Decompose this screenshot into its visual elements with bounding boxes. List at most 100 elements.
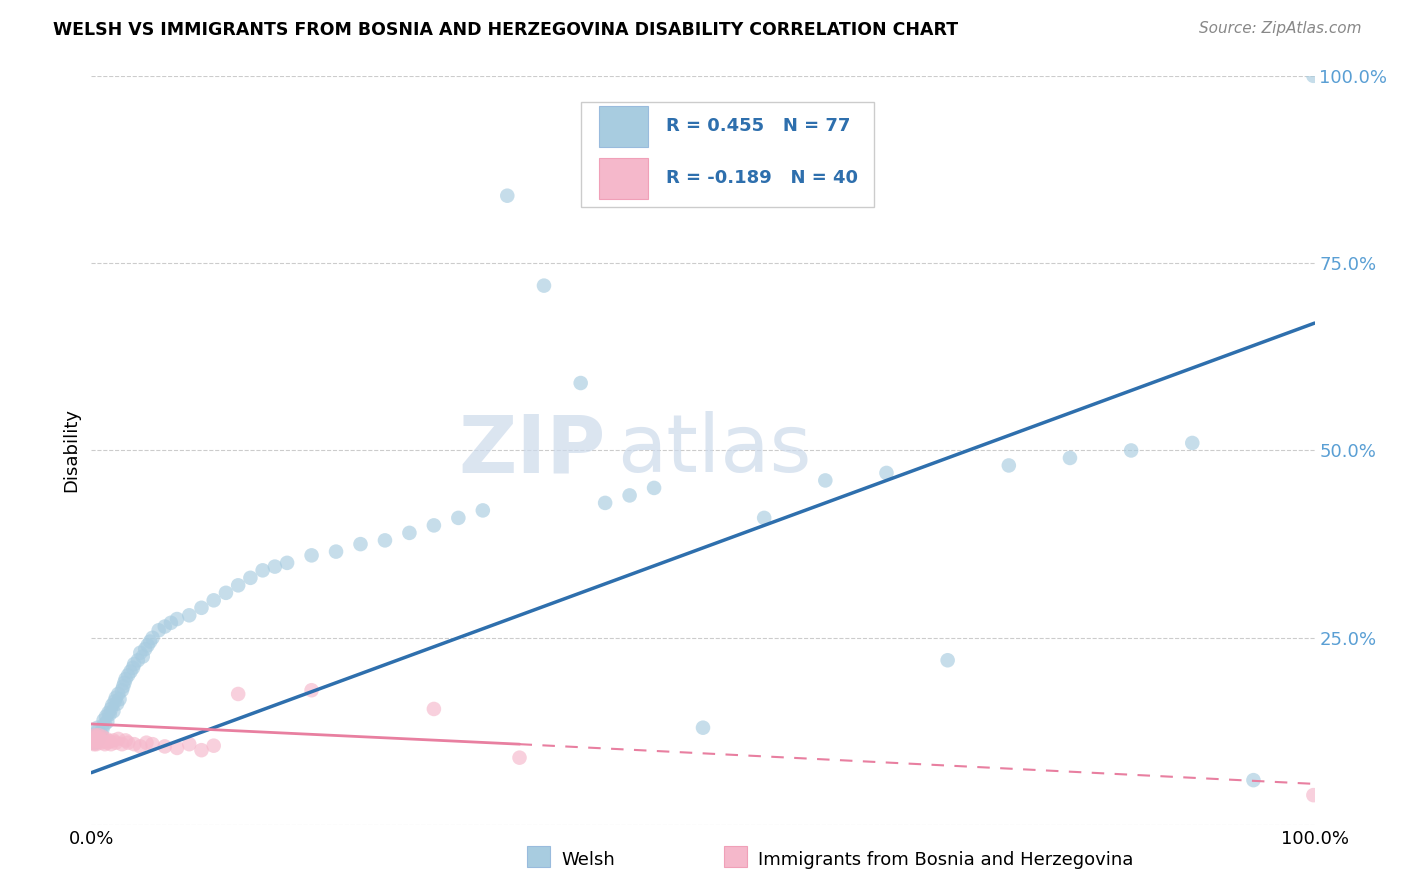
Point xyxy=(112,680,135,694)
Text: Welsh: Welsh xyxy=(561,851,614,869)
FancyBboxPatch shape xyxy=(581,102,875,207)
Point xyxy=(101,698,124,713)
Point xyxy=(127,653,149,667)
Point xyxy=(114,672,136,686)
Point xyxy=(89,730,111,744)
Point xyxy=(619,488,641,502)
Point xyxy=(84,734,107,748)
Point xyxy=(533,278,555,293)
Text: R = 0.455   N = 77: R = 0.455 N = 77 xyxy=(666,117,851,135)
Point xyxy=(1243,773,1265,788)
Point xyxy=(98,707,121,722)
Point xyxy=(129,739,152,754)
Point xyxy=(135,736,157,750)
Point xyxy=(83,731,105,746)
Point xyxy=(202,739,225,753)
Point xyxy=(374,533,396,548)
Point xyxy=(94,731,117,746)
Point xyxy=(86,730,108,744)
Point xyxy=(98,734,121,748)
Point xyxy=(122,661,145,675)
Point xyxy=(93,713,115,727)
Point xyxy=(136,638,159,652)
Point xyxy=(87,728,110,742)
Point xyxy=(90,736,112,750)
Point xyxy=(97,706,120,720)
Y-axis label: Disability: Disability xyxy=(62,409,80,492)
Point xyxy=(100,702,122,716)
Point xyxy=(84,728,107,742)
Point xyxy=(301,683,323,698)
Point xyxy=(1302,788,1324,802)
Point xyxy=(264,559,287,574)
Point xyxy=(239,571,262,585)
Point xyxy=(814,474,837,488)
Point xyxy=(84,737,107,751)
Point xyxy=(100,737,122,751)
Point xyxy=(108,692,131,706)
Point xyxy=(153,739,176,754)
Point xyxy=(1059,450,1081,465)
Point xyxy=(301,549,323,563)
Point xyxy=(83,737,105,751)
Point xyxy=(139,634,162,648)
Point xyxy=(349,537,371,551)
Point xyxy=(84,736,107,750)
Point xyxy=(141,631,163,645)
Point xyxy=(107,687,129,701)
Point xyxy=(593,496,616,510)
Point xyxy=(692,721,714,735)
Text: ZIP: ZIP xyxy=(458,411,605,490)
Point xyxy=(215,586,238,600)
Text: Source: ZipAtlas.com: Source: ZipAtlas.com xyxy=(1198,21,1361,37)
Point xyxy=(120,665,142,679)
Point xyxy=(122,737,145,751)
Point xyxy=(166,740,188,755)
Point xyxy=(190,600,212,615)
Point xyxy=(129,646,152,660)
Point xyxy=(86,724,108,739)
Point xyxy=(90,727,112,741)
Point xyxy=(325,544,347,558)
Point xyxy=(179,608,201,623)
Point xyxy=(114,733,136,747)
Point xyxy=(117,668,139,682)
Point xyxy=(122,657,145,671)
Point xyxy=(447,511,470,525)
Point xyxy=(153,619,176,633)
Text: atlas: atlas xyxy=(617,411,811,490)
Point xyxy=(936,653,959,667)
Point xyxy=(111,683,134,698)
Point xyxy=(96,736,118,750)
Point xyxy=(1181,436,1204,450)
Point xyxy=(1302,69,1324,83)
Point xyxy=(509,750,531,764)
Point xyxy=(148,624,170,638)
Point xyxy=(84,728,107,742)
Point xyxy=(82,736,104,750)
Point xyxy=(398,525,420,540)
Point xyxy=(104,736,127,750)
Point xyxy=(166,612,188,626)
Point xyxy=(86,721,108,735)
Point xyxy=(103,704,125,718)
Point xyxy=(83,730,105,744)
Point xyxy=(84,731,107,746)
Point xyxy=(202,593,225,607)
Point xyxy=(160,615,183,630)
Point xyxy=(643,481,665,495)
Point xyxy=(112,675,135,690)
Point xyxy=(117,736,139,750)
Point xyxy=(104,694,127,708)
Point xyxy=(94,717,117,731)
Point xyxy=(875,466,898,480)
Point xyxy=(423,702,446,716)
Point xyxy=(87,731,110,746)
Point xyxy=(471,503,494,517)
Point xyxy=(89,731,111,746)
Point xyxy=(94,709,117,723)
Point xyxy=(96,714,118,729)
Point xyxy=(93,734,115,748)
Point xyxy=(105,697,128,711)
Point xyxy=(252,563,274,577)
